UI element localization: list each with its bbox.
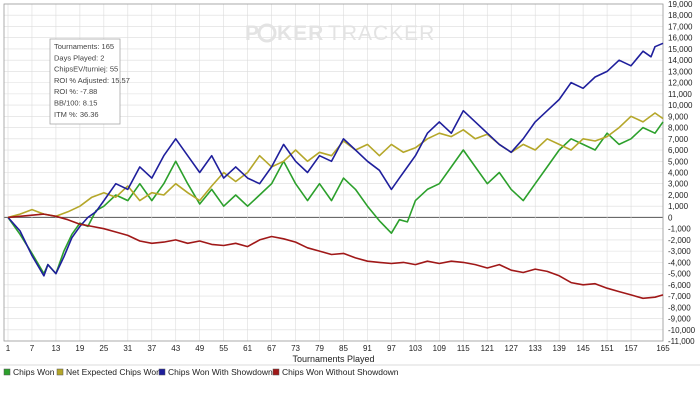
y-tick-label: -9,000: [668, 315, 691, 324]
grid-layer: [4, 3, 664, 342]
x-tick-label: 19: [75, 344, 84, 353]
y-tick-label: 17,000: [668, 22, 693, 31]
x-tick-label: 1: [6, 344, 11, 353]
x-tick-label: 37: [147, 344, 156, 353]
y-tick-label: -5,000: [668, 270, 691, 279]
y-tick-label: -6,000: [668, 281, 691, 290]
y-tick-label: 19,000: [668, 0, 693, 9]
x-tick-label: 97: [387, 344, 396, 353]
y-tick-label: 5,000: [668, 157, 689, 166]
x-tick-label: 31: [123, 344, 132, 353]
x-tick-label: 13: [51, 344, 60, 353]
logo-text-mid: KER: [277, 22, 324, 45]
stats-line: ROI % Adjusted: 15.57: [54, 76, 130, 85]
series-layer: [7, 42, 664, 300]
x-tick-label: 103: [409, 344, 423, 353]
x-tick-label: 73: [291, 344, 300, 353]
legend-swatch: [272, 368, 280, 376]
x-tick-label: 79: [315, 344, 324, 353]
y-tick-label: 4,000: [668, 169, 689, 178]
x-tick-label: 43: [171, 344, 180, 353]
x-tick-label: 145: [576, 344, 590, 353]
y-tick-label: 6,000: [668, 146, 689, 155]
stats-line: BB/100: 8.15: [54, 99, 97, 108]
y-tick-label: -1,000: [668, 225, 691, 234]
y-tick-label: -3,000: [668, 247, 691, 256]
x-tick-label: 55: [219, 344, 228, 353]
x-tick-label: 151: [600, 344, 614, 353]
x-tick-label: 165: [656, 344, 670, 353]
legend-label: Chips Won: [13, 367, 55, 377]
x-tick-label: 85: [339, 344, 348, 353]
x-tick-label: 121: [481, 344, 495, 353]
y-tick-label: 9,000: [668, 112, 689, 121]
y-tick-label: 3,000: [668, 180, 689, 189]
x-tick-label: 133: [529, 344, 543, 353]
y-tick-label: -10,000: [668, 326, 696, 335]
plot-frame: [3, 3, 664, 342]
y-tick-label: -7,000: [668, 292, 691, 301]
logo-watermark: P KER TRACKER: [245, 22, 435, 45]
y-tick-label: -2,000: [668, 236, 691, 245]
x-tick-label: 139: [552, 344, 566, 353]
x-tick-label: 91: [363, 344, 372, 353]
legend-label: Chips Won Without Showdown: [282, 367, 399, 377]
legend-swatch: [56, 368, 64, 376]
x-tick-label: 25: [99, 344, 108, 353]
logo-text-left: P: [245, 22, 260, 45]
y-tick-label: 18,000: [668, 11, 693, 20]
y-tick-label: -8,000: [668, 303, 691, 312]
series-line-1: [7, 112, 664, 219]
y-tick-label: -4,000: [668, 258, 691, 267]
stats-box-frame: [49, 38, 121, 125]
y-tick-label: 0: [668, 213, 673, 222]
y-tick-label: 16,000: [668, 34, 693, 43]
stats-box: Tournaments: 165 Days Played: 2 ChipsEV/tu…: [49, 38, 130, 125]
logo-poker-chip-icon: [257, 23, 277, 43]
x-tick-label: 67: [267, 344, 276, 353]
y-tick-label: 14,000: [668, 56, 693, 65]
legend-label: Chips Won With Showdown: [168, 367, 273, 377]
logo-text-right: TRACKER: [328, 22, 435, 45]
y-tick-label: 13,000: [668, 67, 693, 76]
legend-label: Net Expected Chips Won: [66, 367, 161, 377]
x-tick-label: 61: [243, 344, 252, 353]
x-tick-label: 109: [433, 344, 447, 353]
y-tick-label: 1,000: [668, 202, 689, 211]
y-tick-label: 11,000: [668, 90, 692, 99]
y-tick-label: -11,000: [668, 337, 695, 346]
series-line-2: [7, 42, 664, 277]
x-tick-label: 115: [457, 344, 470, 353]
y-tick-label: 2,000: [668, 191, 689, 200]
y-tick-label: 12,000: [668, 79, 693, 88]
stats-line: Tournaments: 165: [54, 42, 114, 51]
y-tick-label: 15,000: [668, 45, 693, 54]
legend: Chips Won Net Expected Chips Won Chips Won…: [0, 364, 700, 377]
x-tick-label: 127: [505, 344, 519, 353]
y-tick-label: 8,000: [668, 124, 689, 133]
legend-swatch: [3, 368, 11, 376]
series-line-3: [7, 213, 664, 300]
y-tick-label: 7,000: [668, 135, 689, 144]
y-tick-label: 10,000: [668, 101, 693, 110]
axes-layer: -11,000 -10,000 -9,000 -8,000 -7,000 -6,000 -5…: [3, 0, 696, 364]
legend-swatch: [158, 368, 166, 376]
stats-line: Days Played: 2: [54, 53, 104, 62]
x-axis-title: Tournaments Played: [292, 354, 374, 364]
x-tick-label: 49: [195, 344, 204, 353]
stats-line: ROI %: -7.88: [54, 87, 97, 96]
stats-line: ITM %: 36.36: [54, 110, 99, 119]
x-tick-label: 157: [624, 344, 638, 353]
x-tick-label: 7: [30, 344, 35, 353]
stats-line: ChipsEV/turniej: 55: [54, 65, 118, 74]
